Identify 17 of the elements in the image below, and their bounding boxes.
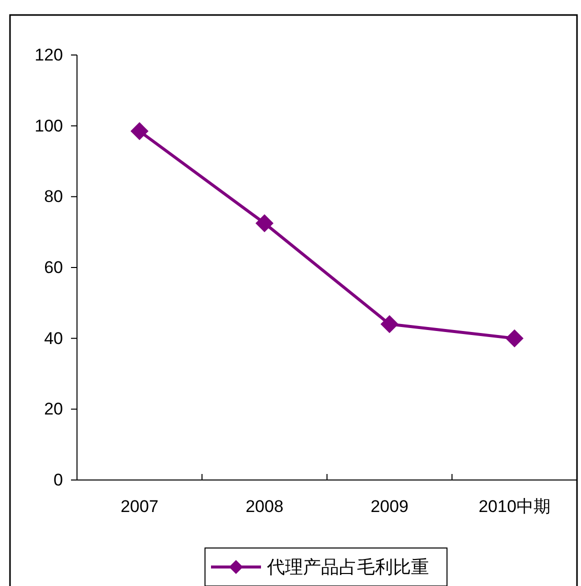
legend-label: 代理产品占毛利比重 [266, 557, 429, 577]
y-tick-label: 60 [44, 258, 63, 277]
y-tick-label: 0 [54, 470, 63, 490]
point [380, 315, 398, 334]
y-tick-label: 40 [44, 328, 63, 348]
y-tick-label: 100 [34, 116, 63, 136]
point [256, 214, 274, 232]
y-tick-label: 20 [44, 400, 63, 419]
point [130, 122, 148, 140]
legend: 代理产品占毛利比重 [204, 548, 448, 586]
x-tick-label: 2010中期 [478, 497, 550, 516]
x-tick-label: 2007 [120, 497, 158, 516]
y-tick-label: 80 [44, 187, 63, 206]
point [506, 329, 524, 348]
x-tick-label: 2009 [370, 497, 408, 516]
x-tick-label: 2008 [246, 497, 284, 516]
y-tick-label: 120 [34, 46, 63, 64]
